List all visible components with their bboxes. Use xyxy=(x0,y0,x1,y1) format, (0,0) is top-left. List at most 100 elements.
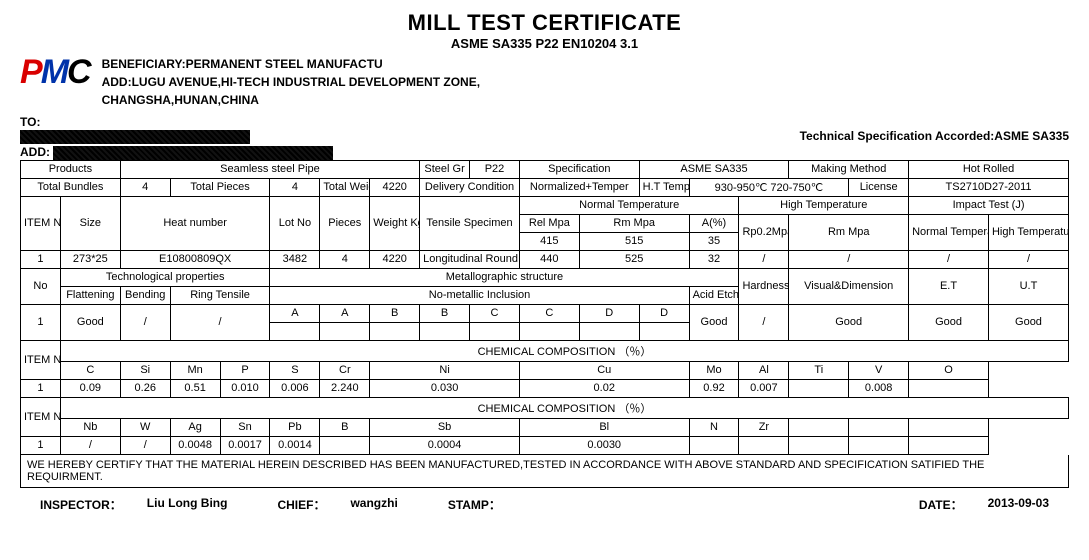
lot-header: Lot No xyxy=(270,196,320,250)
blank xyxy=(849,436,909,454)
date-value: 2013-09-03 xyxy=(988,496,1049,513)
V-h: V xyxy=(849,361,909,379)
blank xyxy=(909,436,989,454)
inspector-label: INSPECTOR： xyxy=(40,496,122,513)
rel-header: Rel Mpa xyxy=(519,214,579,232)
C2: C xyxy=(519,304,579,322)
slash3: / xyxy=(909,250,989,268)
tw-label: Total Weight xyxy=(320,178,370,196)
Ti-v xyxy=(789,379,849,397)
address-line2: CHANGSHA,HUNAN,CHINA xyxy=(102,91,480,109)
tw-val: 4220 xyxy=(370,178,420,196)
nt-val: Normalized+Temper xyxy=(519,178,639,196)
Ti-h: Ti xyxy=(789,361,849,379)
beneficiary-label: BENEFICIARY: xyxy=(102,57,186,71)
itemno-header: ITEM NO. xyxy=(21,196,61,250)
hot-header: Hot Rolled xyxy=(909,160,1069,178)
table-row: 1 Good / / A A B B C C D D Good / Good G… xyxy=(21,304,1069,322)
certification-text: WE HEREBY CERTIFY THAT THE MATERIAL HERE… xyxy=(20,455,1069,488)
pieces-header: Pieces xyxy=(320,196,370,250)
logo-m: M xyxy=(41,53,67,91)
steelgr-header: Steel Gr xyxy=(420,160,470,178)
rm-header: Rm Mpa xyxy=(579,214,689,232)
good4: Good xyxy=(909,304,989,340)
blank xyxy=(519,322,579,340)
chief-label: CHIEF： xyxy=(277,496,325,513)
license-val: TS2710D27-2011 xyxy=(909,178,1069,196)
C-v: 0.09 xyxy=(60,379,120,397)
A1: A xyxy=(270,304,320,322)
products-header: Products xyxy=(21,160,121,178)
blank xyxy=(789,418,849,436)
flat-header: Flattening xyxy=(60,286,120,304)
n1: 1 xyxy=(21,250,61,268)
Si-v: 0.26 xyxy=(120,379,170,397)
date-label: DATE： xyxy=(919,496,963,513)
size-header: Size xyxy=(60,196,120,250)
nt2-header: Normal Temperature xyxy=(909,214,989,250)
slash5: / xyxy=(120,304,170,340)
add2-label: ADD: xyxy=(20,145,50,159)
v525: 525 xyxy=(579,250,689,268)
blank xyxy=(470,322,520,340)
metal-header: Metallographic structure xyxy=(270,268,739,286)
Bl-v: 0.0030 xyxy=(519,436,689,454)
Si-h: Si xyxy=(120,361,170,379)
tensile-header: Tensile Specimen xyxy=(420,196,520,250)
asme-header: ASME SA335 xyxy=(639,160,789,178)
heat-val: E10800809QX xyxy=(120,250,270,268)
W-h: W xyxy=(120,418,170,436)
S-h: S xyxy=(270,361,320,379)
visual-header: Visual&Dimension xyxy=(789,268,909,304)
itemno2: ITEM NO. xyxy=(21,340,61,379)
D2: D xyxy=(639,304,689,322)
good2: Good xyxy=(689,304,739,340)
N-v xyxy=(689,436,739,454)
impact-header: Impact Test (J) xyxy=(909,196,1069,214)
delivery-label: Delivery Condition xyxy=(420,178,520,196)
tp-label: Total Pieces xyxy=(170,178,270,196)
D1: D xyxy=(579,304,639,322)
Ni-h: Ni xyxy=(370,361,520,379)
spec-val: Longitudinal Round xyxy=(420,250,520,268)
v35: 35 xyxy=(689,232,739,250)
good5: Good xyxy=(988,304,1068,340)
size-val: 273*25 xyxy=(60,250,120,268)
Pb-h: Pb xyxy=(270,418,320,436)
license-label: License xyxy=(849,178,909,196)
chemcomp1: CHEMICAL COMPOSITION （％） xyxy=(60,340,1068,361)
S-v: 0.006 xyxy=(270,379,320,397)
htval: 930-950℃ 720-750℃ xyxy=(689,178,849,196)
good3: Good xyxy=(789,304,909,340)
httemp-label: H.T Temp xyxy=(639,178,689,196)
table-row: C Si Mn P S Cr Ni Cu Mo Al Ti V O xyxy=(21,361,1069,379)
normaltemp-header: Normal Temperature xyxy=(519,196,739,214)
v32: 32 xyxy=(689,250,739,268)
blank xyxy=(849,418,909,436)
weight-val: 4220 xyxy=(370,250,420,268)
inspector-value: Liu Long Bing xyxy=(147,496,228,513)
slash6: / xyxy=(170,304,270,340)
seamless-header: Seamless steel Pipe xyxy=(120,160,419,178)
Ag-v: 0.0048 xyxy=(170,436,220,454)
bend-header: Bending xyxy=(120,286,170,304)
Cr-h: Cr xyxy=(320,361,370,379)
Ag-h: Ag xyxy=(170,418,220,436)
p22-header: P22 xyxy=(470,160,520,178)
table-row: No Technological properties Metallograph… xyxy=(21,268,1069,286)
to-label: TO: xyxy=(20,115,40,129)
itemno3: ITEM NO. xyxy=(21,397,61,436)
table-row: ITEM NO. CHEMICAL COMPOSITION （％） xyxy=(21,340,1069,361)
blank xyxy=(320,322,370,340)
ut-header: U.T xyxy=(988,268,1068,304)
table-row: 1 / / 0.0048 0.0017 0.0014 0.0004 0.0030 xyxy=(21,436,1069,454)
redacted-to xyxy=(20,130,250,144)
heat-header: Heat number xyxy=(120,196,270,250)
Sn-v: 0.0017 xyxy=(220,436,270,454)
Cu-v: 0.02 xyxy=(519,379,689,397)
Mo-h: Mo xyxy=(689,361,739,379)
Nb-h: Nb xyxy=(60,418,120,436)
address-label: ADD: xyxy=(102,75,132,89)
P-v: 0.010 xyxy=(220,379,270,397)
Mn-h: Mn xyxy=(170,361,220,379)
